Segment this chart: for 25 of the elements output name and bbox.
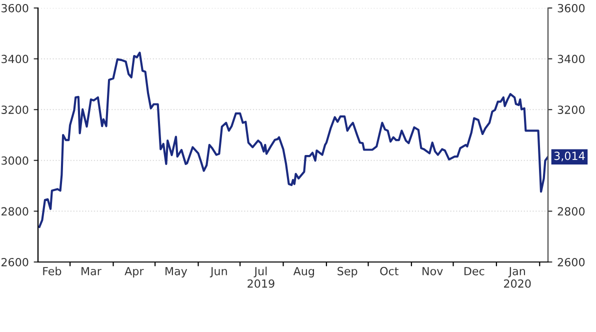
x-tick-label: Feb <box>43 266 62 276</box>
y2-tick-label: 3200 <box>558 106 585 114</box>
y2-tick-label: 2800 <box>558 207 585 216</box>
x-tick-label: Jan 2020 <box>504 267 531 288</box>
x-tick-label: Jul 2019 <box>248 266 274 288</box>
y-tick-label: 3200 <box>2 106 28 114</box>
x-tick-label: May <box>166 267 188 278</box>
annotation: 3,014 <box>554 152 585 162</box>
x-tick-label: Mar <box>82 267 102 276</box>
y-tick-label: 2800 <box>2 207 28 216</box>
x-tick-label: Sep <box>338 266 358 278</box>
x-tick-label: Nov <box>422 267 443 276</box>
y-tick-label: 3000 <box>2 156 28 165</box>
y2-tick-label: 3400 <box>558 54 585 64</box>
x-tick-label: Jun <box>210 267 227 278</box>
x-tick-label: Dec <box>464 267 484 276</box>
y-tick-label: 3400 <box>2 54 28 64</box>
x-tick-label: Apr <box>124 267 144 278</box>
line-series <box>38 52 548 228</box>
y2-tick-label: 2600 <box>558 258 585 266</box>
y2-tick-label: 3600 <box>558 4 585 12</box>
y-tick-label: 2600 <box>2 258 28 266</box>
x-tick-label: Aug <box>293 267 314 278</box>
x-tick-label: Oct <box>380 266 398 276</box>
y-tick-label: 3600 <box>2 4 28 12</box>
